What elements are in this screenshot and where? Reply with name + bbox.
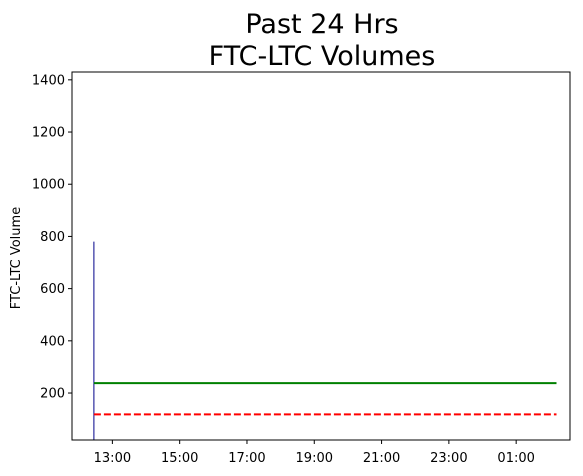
y-tick-label-2: 400	[40, 334, 65, 349]
x-tick-label-1: 13:00	[94, 451, 131, 466]
chart-title-line-1: Past 24 Hrs	[245, 9, 398, 40]
chart-title-line-2: FTC-LTC Volumes	[209, 41, 436, 72]
y-tick-label-1: 200	[40, 387, 65, 402]
y-tick-label-6: 1200	[32, 126, 65, 141]
y-tick-label-3: 600	[40, 282, 65, 297]
x-tick-label-7: 01:00	[497, 451, 534, 466]
y-axis-label: FTC-LTC Volume	[9, 207, 24, 309]
x-tick-label-6: 23:00	[430, 451, 467, 466]
x-tick-label-2: 15:00	[161, 451, 198, 466]
x-tick-label-4: 19:00	[296, 451, 333, 466]
x-tick-label-5: 21:00	[363, 451, 400, 466]
y-tick-label-4: 800	[40, 230, 65, 245]
y-tick-label-5: 1000	[32, 178, 65, 193]
y-axis: 200 400 600 800 1000 1200 1400	[32, 73, 72, 401]
y-tick-label-7: 1400	[32, 73, 65, 88]
x-tick-label-3: 17:00	[228, 451, 265, 466]
plot-area	[72, 72, 570, 440]
x-axis: 13:00 15:00 17:00 19:00 21:00 23:00 01:00	[94, 440, 535, 466]
